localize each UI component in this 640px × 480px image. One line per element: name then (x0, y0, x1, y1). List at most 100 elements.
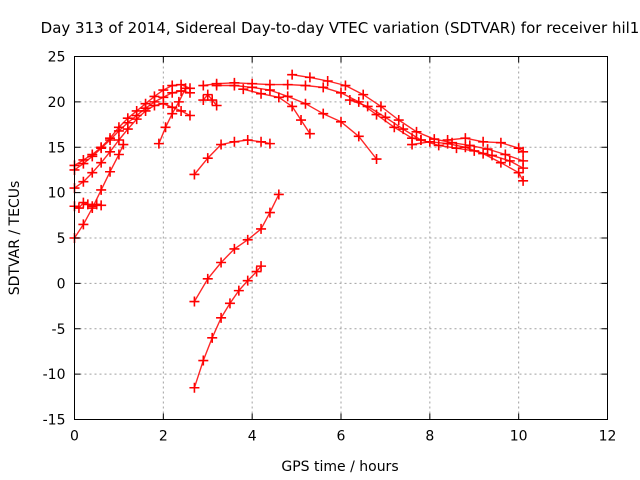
data-point (442, 134, 453, 145)
x-tick-label: 10 (510, 429, 528, 445)
data-point (113, 149, 124, 160)
y-tick-label: 0 (57, 276, 66, 292)
data-point (113, 134, 124, 145)
data-point (411, 126, 422, 137)
data-point (167, 108, 178, 119)
data-point (229, 243, 240, 254)
data-point (287, 101, 298, 112)
data-point (296, 115, 307, 126)
data-point (393, 115, 404, 126)
data-point (424, 136, 435, 147)
data-point (478, 136, 489, 147)
y-tick-label: 15 (48, 140, 66, 156)
data-point (322, 76, 333, 87)
data-point (398, 124, 409, 135)
data-point (318, 108, 329, 119)
data-point (478, 148, 489, 159)
data-point (371, 154, 382, 165)
data-point (158, 98, 169, 109)
series-group (69, 69, 529, 393)
series-trace (202, 93, 218, 107)
data-point (207, 332, 218, 343)
data-point (105, 166, 116, 177)
x-tick-label: 8 (425, 429, 434, 445)
data-point (353, 131, 364, 142)
data-point (176, 105, 187, 116)
series-arc-14 (442, 133, 529, 157)
x-axis-label: GPS time / hours (281, 459, 398, 475)
series-arc-10 (238, 84, 315, 139)
data-point (358, 89, 369, 100)
data-point (242, 234, 253, 245)
data-point (300, 80, 311, 91)
data-point (251, 266, 262, 277)
data-point (460, 142, 471, 153)
data-point (375, 101, 386, 112)
data-point (113, 125, 124, 136)
data-point (87, 167, 98, 178)
data-point (273, 92, 284, 103)
data-point (189, 169, 200, 180)
x-tick-label: 2 (159, 429, 168, 445)
series-trace (193, 139, 271, 176)
data-point (216, 139, 227, 150)
data-point (336, 116, 346, 127)
data-point (318, 82, 329, 93)
data-point (362, 101, 373, 112)
data-point (495, 137, 506, 148)
data-point (96, 157, 107, 168)
data-point (273, 189, 284, 200)
data-point (264, 85, 275, 96)
data-point (229, 80, 240, 91)
data-point (131, 114, 142, 125)
data-point (380, 112, 391, 123)
data-point (256, 223, 267, 234)
data-point (198, 80, 209, 91)
series-arc-5 (69, 139, 129, 243)
data-point (242, 275, 253, 286)
data-point (518, 163, 529, 174)
series-arc-13 (407, 136, 529, 186)
data-point (216, 257, 227, 268)
data-point (211, 80, 222, 91)
data-point (78, 176, 89, 187)
series-arc-12 (344, 95, 529, 174)
data-point (229, 136, 240, 147)
y-tick-label: 20 (48, 95, 66, 111)
x-tick-label: 12 (599, 429, 617, 445)
data-point (198, 95, 209, 106)
series-arc-16 (189, 189, 284, 307)
data-point (504, 155, 515, 166)
data-point (207, 95, 218, 106)
x-tick-label: 4 (248, 429, 257, 445)
data-point (304, 72, 315, 83)
data-point (495, 157, 506, 168)
series-trace (215, 84, 378, 160)
data-point (282, 91, 293, 102)
series-arc-9 (211, 80, 382, 165)
series-arc-2 (69, 85, 195, 175)
series-arc-8 (198, 77, 426, 145)
series-arc-15 (189, 134, 275, 180)
x-tick-label: 0 (70, 429, 79, 445)
data-point (300, 98, 311, 109)
data-point (78, 219, 89, 230)
data-point (96, 184, 107, 195)
data-point (238, 84, 249, 95)
data-point (304, 128, 315, 139)
series-trace (242, 88, 311, 135)
data-point (287, 69, 298, 80)
data-point (78, 197, 89, 208)
data-point (87, 151, 98, 162)
y-tick-label: 5 (57, 231, 66, 247)
data-point (153, 138, 164, 149)
data-point (87, 203, 98, 214)
data-point (160, 122, 171, 133)
data-point (336, 87, 346, 98)
data-point (518, 146, 529, 157)
tick-labels: 0 2 4 6 8 10 12 -15 -10 -5 0 5 10 15 20 25 (43, 50, 617, 445)
data-point (202, 89, 213, 100)
data-point (518, 175, 529, 186)
data-point (282, 79, 293, 90)
